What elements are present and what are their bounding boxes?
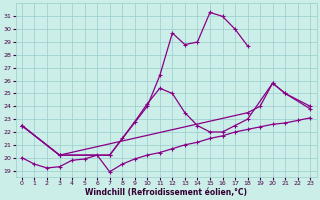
X-axis label: Windchill (Refroidissement éolien,°C): Windchill (Refroidissement éolien,°C) — [85, 188, 247, 197]
